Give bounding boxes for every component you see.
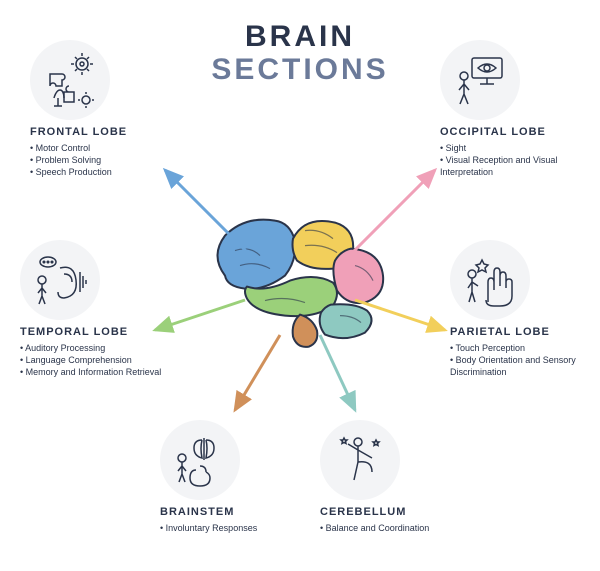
occipital-lobe-shape xyxy=(333,248,383,303)
parietal-icon-circle xyxy=(450,240,530,320)
brainstem-list: Involuntary Responses xyxy=(160,522,290,534)
balance-pose-icon xyxy=(330,430,390,490)
temporal-lobe-block: TEMPORAL LOBE Auditory ProcessingLanguag… xyxy=(20,240,170,378)
frontal-list-item: Motor Control xyxy=(30,142,180,154)
organs-icon xyxy=(170,430,230,490)
eye-screen-icon xyxy=(450,50,510,110)
frontal-list-item: Speech Production xyxy=(30,166,180,178)
brain-svg xyxy=(205,210,395,350)
temporal-icon-circle xyxy=(20,240,100,320)
temporal-list-item: Auditory Processing xyxy=(20,342,170,354)
parietal-title: PARIETAL LOBE xyxy=(450,326,600,338)
cerebellum-list: Balance and Coordination xyxy=(320,522,450,534)
occipital-lobe-block: OCCIPITAL LOBE SightVisual Reception and… xyxy=(440,40,590,178)
brainstem-list-item: Involuntary Responses xyxy=(160,522,290,534)
hand-touch-icon xyxy=(460,250,520,310)
frontal-lobe-block: FRONTAL LOBE Motor ControlProblem Solvin… xyxy=(30,40,180,178)
cerebellum-block: CEREBELLUM Balance and Coordination xyxy=(320,420,450,534)
brainstem-title: BRAINSTEM xyxy=(160,506,290,518)
brainstem-block: BRAINSTEM Involuntary Responses xyxy=(160,420,290,534)
ear-sound-icon xyxy=(30,250,90,310)
temporal-title: TEMPORAL LOBE xyxy=(20,326,170,338)
parietal-list-item: Touch Perception xyxy=(450,342,600,354)
cerebellum-shape xyxy=(320,304,372,338)
frontal-list-item: Problem Solving xyxy=(30,154,180,166)
cerebellum-icon-circle xyxy=(320,420,400,500)
occipital-icon-circle xyxy=(440,40,520,120)
frontal-list: Motor ControlProblem SolvingSpeech Produ… xyxy=(30,142,180,178)
cerebellum-title: CEREBELLUM xyxy=(320,506,450,518)
occipital-list: SightVisual Reception and Visual Interpr… xyxy=(440,142,590,178)
occipital-title: OCCIPITAL LOBE xyxy=(440,126,590,138)
cerebellum-list-item: Balance and Coordination xyxy=(320,522,450,534)
temporal-list-item: Language Comprehension xyxy=(20,354,170,366)
frontal-lobe-shape xyxy=(218,219,296,288)
parietal-list-item: Body Orientation and Sensory Discriminat… xyxy=(450,354,600,378)
brain-illustration xyxy=(205,210,395,355)
brainstem-shape xyxy=(293,314,318,346)
occipital-list-item: Visual Reception and Visual Interpretati… xyxy=(440,154,590,178)
frontal-icon-circle xyxy=(30,40,110,120)
brainstem-icon-circle xyxy=(160,420,240,500)
parietal-list: Touch PerceptionBody Orientation and Sen… xyxy=(450,342,600,378)
parietal-lobe-block: PARIETAL LOBE Touch PerceptionBody Orien… xyxy=(450,240,600,378)
puzzle-gear-icon xyxy=(40,50,100,110)
occipital-list-item: Sight xyxy=(440,142,590,154)
frontal-title: FRONTAL LOBE xyxy=(30,126,180,138)
temporal-list: Auditory ProcessingLanguage Comprehensio… xyxy=(20,342,170,378)
temporal-list-item: Memory and Information Retrieval xyxy=(20,366,170,378)
